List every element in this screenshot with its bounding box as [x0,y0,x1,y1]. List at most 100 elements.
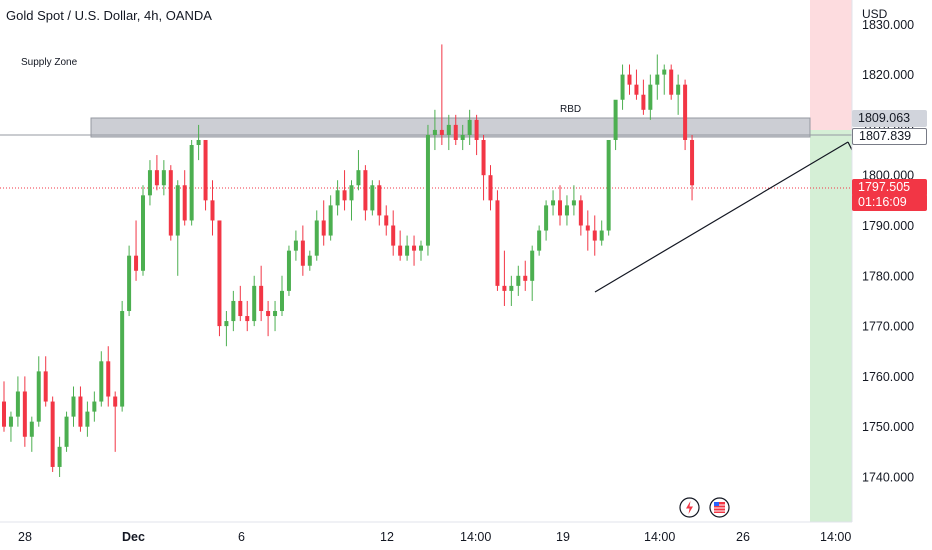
candle [592,215,597,256]
trend-line-extension[interactable] [847,141,853,151]
supply-zone-label: Supply Zone [21,57,78,68]
candle-body [481,139,486,176]
candle [300,225,305,276]
candle-body [690,139,695,186]
currency-label: USD [862,7,888,21]
candle-body [419,245,423,251]
candle-body [592,230,597,241]
candle-body [523,275,528,281]
candle-body [578,200,583,226]
candle-body [328,205,333,236]
candle-body [36,371,41,422]
rbd-label: RBD [560,104,581,115]
candle [161,160,166,196]
candle-body [300,240,305,266]
candle [231,290,236,332]
candle [217,220,222,337]
time-tick-label: 26 [736,530,750,544]
candle-body [280,290,284,312]
candle-body [175,185,180,236]
candle-body [120,311,125,407]
candle-body [453,124,458,140]
us-flag-icon[interactable] [709,497,730,518]
candle [488,165,493,211]
candle [314,210,319,261]
candle-body [488,175,493,201]
price-tick-label: 1790.000 [862,219,914,233]
candle [377,180,382,226]
candle-body [259,285,264,312]
candle-body [363,170,368,211]
candle-body [537,230,542,251]
candle [29,416,34,452]
candle [196,124,201,161]
time-tick-label: 14:00 [460,530,491,544]
candle-body [613,99,618,140]
candle [342,170,347,211]
candle [669,64,674,100]
candle-body [85,411,90,427]
candle-body [238,300,243,317]
candle-body [558,200,562,216]
zone-bottom-price-tag: 1807.839 [852,128,927,145]
candle-body [398,245,403,256]
candle-body [676,84,681,95]
price-tick-label: 1830.000 [862,18,914,32]
candle [405,235,410,261]
candle-body [252,285,257,322]
candle [71,386,76,427]
candle-body [551,200,556,206]
candle [530,245,535,301]
candle [662,64,667,95]
time-tick-label: 14:00 [820,530,851,544]
trend-line[interactable] [594,141,849,293]
candle-body [412,245,417,251]
candle [412,235,417,266]
candle-body [627,74,632,85]
candle-body [210,200,215,221]
candle [147,160,152,206]
candle-body [286,250,291,291]
candle [641,79,646,115]
candle-body [273,311,278,317]
candle [516,265,521,296]
candle-body [655,74,660,85]
time-tick-label: 19 [556,530,570,544]
candle-body [606,139,611,231]
price-axis[interactable]: 1740.000 1750.000 1760.000 1770.000 1780.000… [862,18,914,485]
candle-body [78,396,83,427]
candle [280,275,284,317]
candle [349,180,354,221]
candle [286,245,291,296]
candle [446,114,451,151]
candle [64,411,69,452]
last-price-tag: 1797.505 [852,179,927,196]
candle-body [224,321,229,327]
candle [36,356,41,427]
time-tick-label: 28 [18,530,32,544]
price-tick-label: 1750.000 [862,420,914,434]
time-tick-label: 12 [380,530,394,544]
candle [467,109,472,146]
candle [655,54,660,100]
price-tick-label: 1770.000 [862,320,914,334]
candle [8,411,13,442]
candle [2,381,6,432]
candle-body [245,316,250,322]
candle [544,200,549,241]
lightning-icon[interactable] [679,497,700,518]
candle [509,275,514,306]
time-axis[interactable]: 28 Dec 6 12 14:00 19 14:00 26 14:00 [18,530,851,544]
candle [690,134,695,201]
candle-body [168,170,173,236]
candle-body [356,170,361,186]
candle-body [217,220,222,327]
candle-body [585,225,590,231]
candle-body [196,139,201,146]
time-tick-label: 14:00 [644,530,675,544]
candle-body [50,401,55,467]
candle-body [342,190,347,201]
candle-body [57,446,62,467]
candle [134,220,139,281]
